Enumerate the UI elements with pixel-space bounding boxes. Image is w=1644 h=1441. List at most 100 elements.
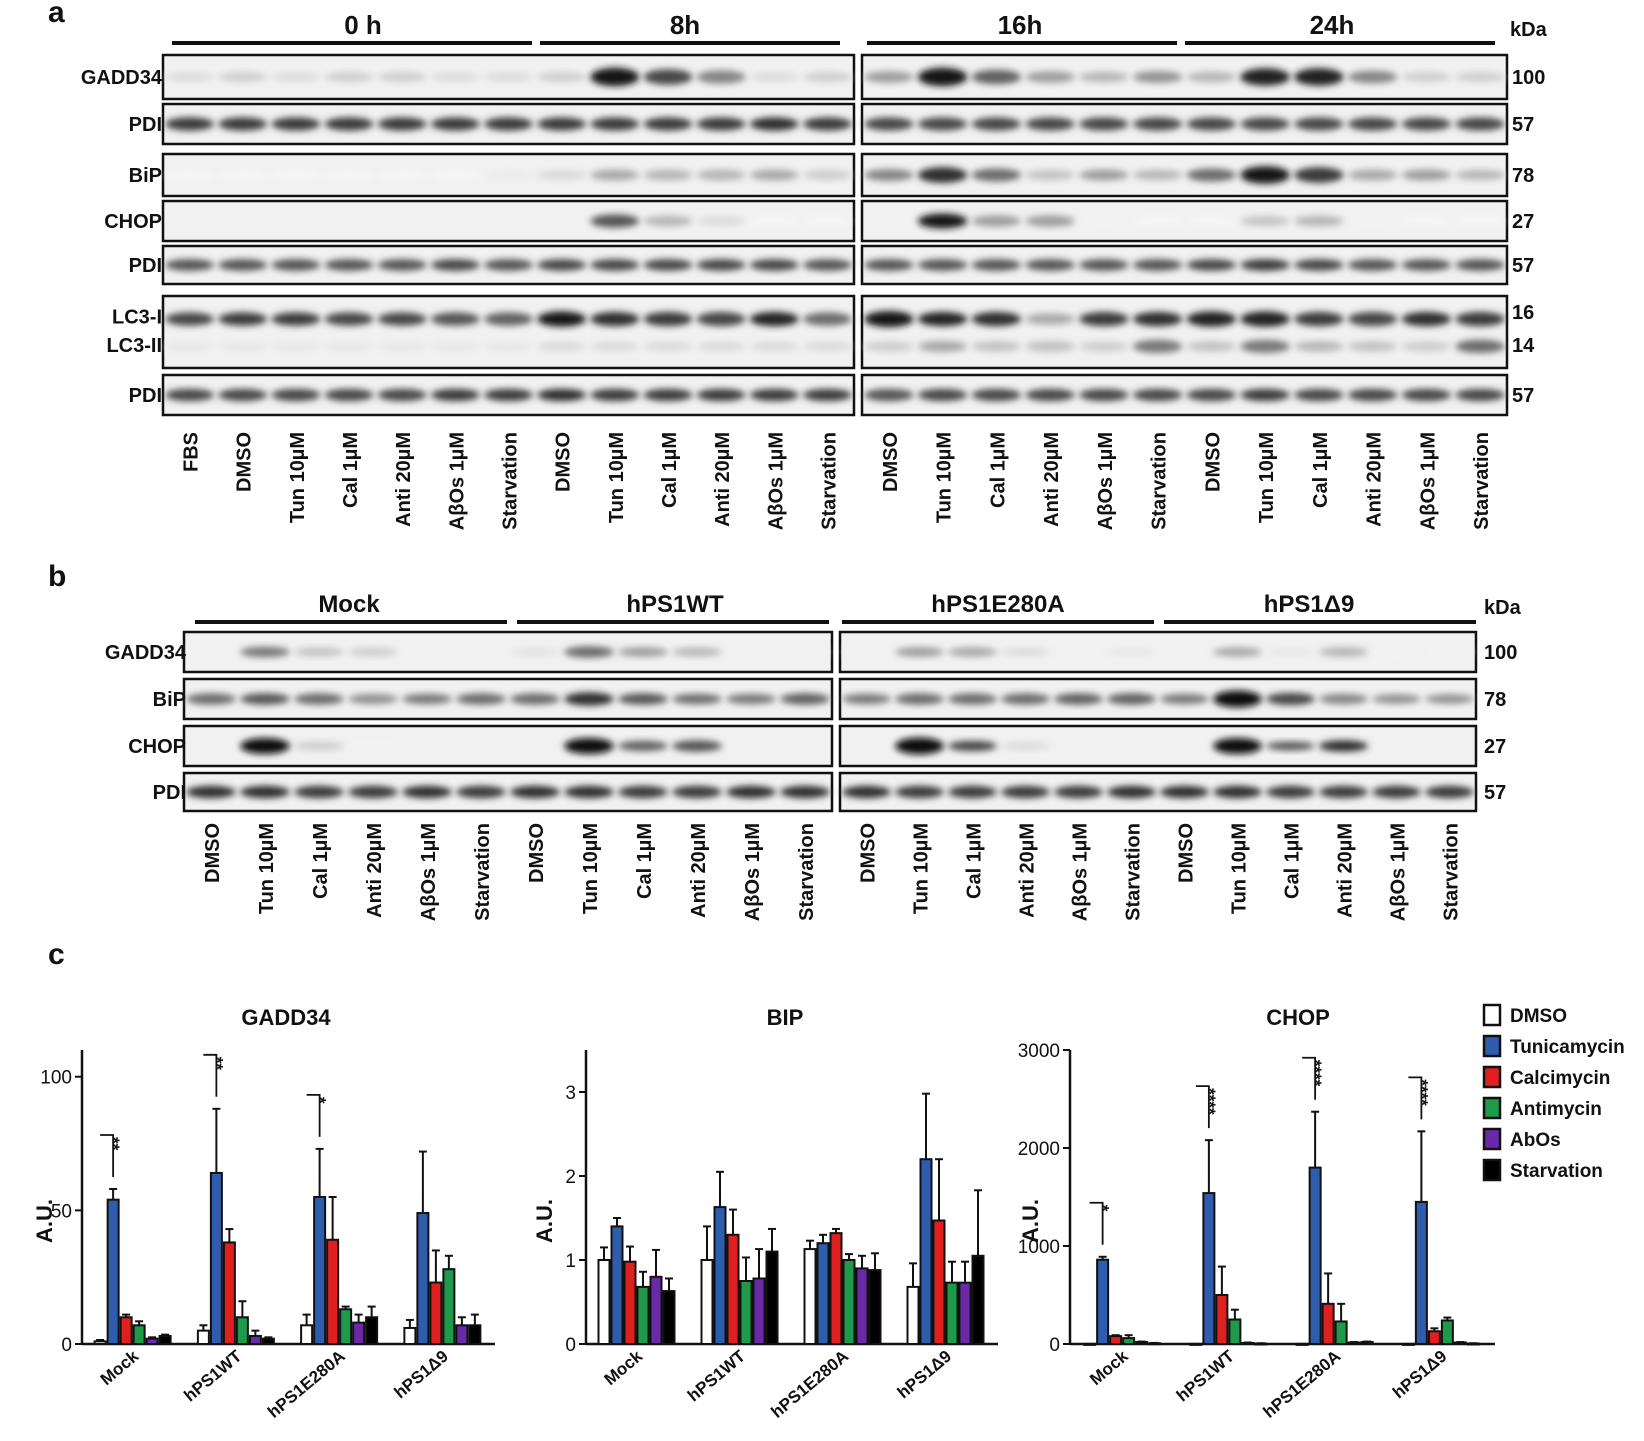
- bar: [932, 1219, 946, 1346]
- significance-bracket: [203, 1053, 218, 1097]
- blot-band: [537, 169, 587, 181]
- blot-band: [1455, 259, 1505, 271]
- group-label: Mock: [318, 591, 380, 618]
- blot-band: [324, 117, 374, 131]
- y-axis-label: A.U.: [532, 1199, 557, 1243]
- kda-value: 16: [1512, 302, 1534, 324]
- category-label: Mock: [601, 1346, 647, 1389]
- blot-band: [1001, 785, 1050, 799]
- bar: [1202, 1192, 1216, 1345]
- lane-label: DMSO: [1176, 823, 1198, 883]
- blot-band: [590, 341, 640, 352]
- panel-b-header: Mock hPS1WT hPS1E280A hPS1Δ9 kDa: [195, 591, 1522, 624]
- blot-band: [430, 171, 480, 179]
- bar: [726, 1233, 740, 1346]
- panel-b-blots: GADD34 100 BiP 78 CHOP 27 PDI 57: [105, 630, 1517, 813]
- blot-band: [1372, 694, 1421, 704]
- blot-band: [484, 388, 533, 402]
- lane-label: Starvation: [818, 432, 840, 530]
- blot-box: [182, 630, 834, 674]
- blot-band: [324, 72, 374, 82]
- timepoint-label: 24h: [1310, 10, 1355, 40]
- blot-band: [377, 259, 427, 271]
- lane-label: Cal 1µM: [964, 823, 986, 899]
- blot-band: [1240, 216, 1290, 226]
- blot-band: [802, 312, 852, 326]
- bar: [803, 1248, 817, 1345]
- kda-value: 78: [1484, 689, 1506, 711]
- lane-label: Starvation: [500, 432, 522, 530]
- lane-label: Anti 20µM: [1041, 432, 1063, 527]
- blot-band: [377, 388, 427, 402]
- blot-band: [618, 740, 668, 752]
- row-label: BiP: [153, 689, 186, 711]
- blot-band: [1401, 72, 1452, 82]
- legend-item: Calcimycin: [1510, 1068, 1610, 1089]
- blot-band: [696, 341, 746, 352]
- blot-band: [618, 693, 668, 705]
- blot-band: [749, 259, 799, 271]
- blot-band: [643, 69, 693, 85]
- lane-label: DMSO: [526, 823, 548, 883]
- bar: [971, 1254, 985, 1346]
- blot-band: [1025, 71, 1075, 83]
- blot-band: [1294, 68, 1344, 86]
- blot-band: [917, 167, 968, 183]
- blot-band: [1213, 690, 1262, 708]
- bar: [403, 1326, 417, 1345]
- blot-band: [165, 312, 215, 326]
- blot-band: [1079, 217, 1129, 225]
- lane-label: Cal 1µM: [634, 823, 656, 899]
- bar: [339, 1308, 353, 1345]
- blot-band: [165, 341, 215, 352]
- blot-band: [726, 785, 776, 799]
- blot-band: [218, 341, 268, 352]
- blot-band: [917, 259, 968, 271]
- blot-band: [1186, 217, 1237, 225]
- panel-b-lane-labels: DMSO Tun 10µM Cal 1µM Anti 20µM AβOs 1µM Star…: [202, 823, 1463, 921]
- blot-band: [1240, 68, 1290, 86]
- blot-band: [1401, 217, 1452, 225]
- blot-band: [842, 693, 891, 705]
- blot-band: [802, 169, 852, 181]
- blot-band: [1054, 693, 1103, 705]
- lane-label: Anti 20µM: [393, 432, 415, 527]
- blot-band: [917, 117, 968, 131]
- timepoint-label: 0 h: [344, 10, 382, 40]
- row-label: CHOP: [128, 736, 186, 758]
- blot-band: [864, 341, 914, 352]
- row-label: PDI: [129, 114, 162, 136]
- y-tick-label: 3: [565, 1083, 576, 1104]
- blot-band: [1240, 388, 1290, 402]
- blot-band: [971, 311, 1022, 327]
- bar: [919, 1158, 933, 1345]
- bar: [196, 1329, 210, 1345]
- blot-band: [1401, 169, 1452, 181]
- bar: [1440, 1319, 1454, 1345]
- significance-stars: ****: [1200, 1088, 1219, 1115]
- blot-band: [377, 312, 427, 326]
- blot-band: [1132, 169, 1183, 181]
- blot-band: [484, 170, 533, 180]
- blot-band: [348, 647, 398, 657]
- blot-band: [1401, 388, 1452, 402]
- bar: [868, 1269, 882, 1345]
- bar: [662, 1290, 676, 1345]
- chart-title: CHOP: [1266, 1005, 1330, 1030]
- blot-band: [842, 648, 891, 656]
- blot-band: [643, 169, 693, 181]
- y-axis-label: A.U.: [1018, 1199, 1043, 1243]
- blot-band: [1132, 259, 1183, 271]
- lane-label: AβOs 1µM: [1417, 432, 1439, 530]
- blot-band: [948, 693, 997, 705]
- blot-band: [294, 693, 344, 705]
- blot-band: [1079, 388, 1129, 402]
- bar: [1083, 1342, 1097, 1346]
- blot-box: [860, 294, 1509, 370]
- kda-value: 14: [1512, 335, 1535, 357]
- blot-band: [1266, 648, 1315, 656]
- blot-band: [1025, 259, 1075, 271]
- legend-item: DMSO: [1510, 1006, 1567, 1027]
- significance-stars: **: [104, 1137, 123, 1151]
- blot-band: [1347, 70, 1398, 84]
